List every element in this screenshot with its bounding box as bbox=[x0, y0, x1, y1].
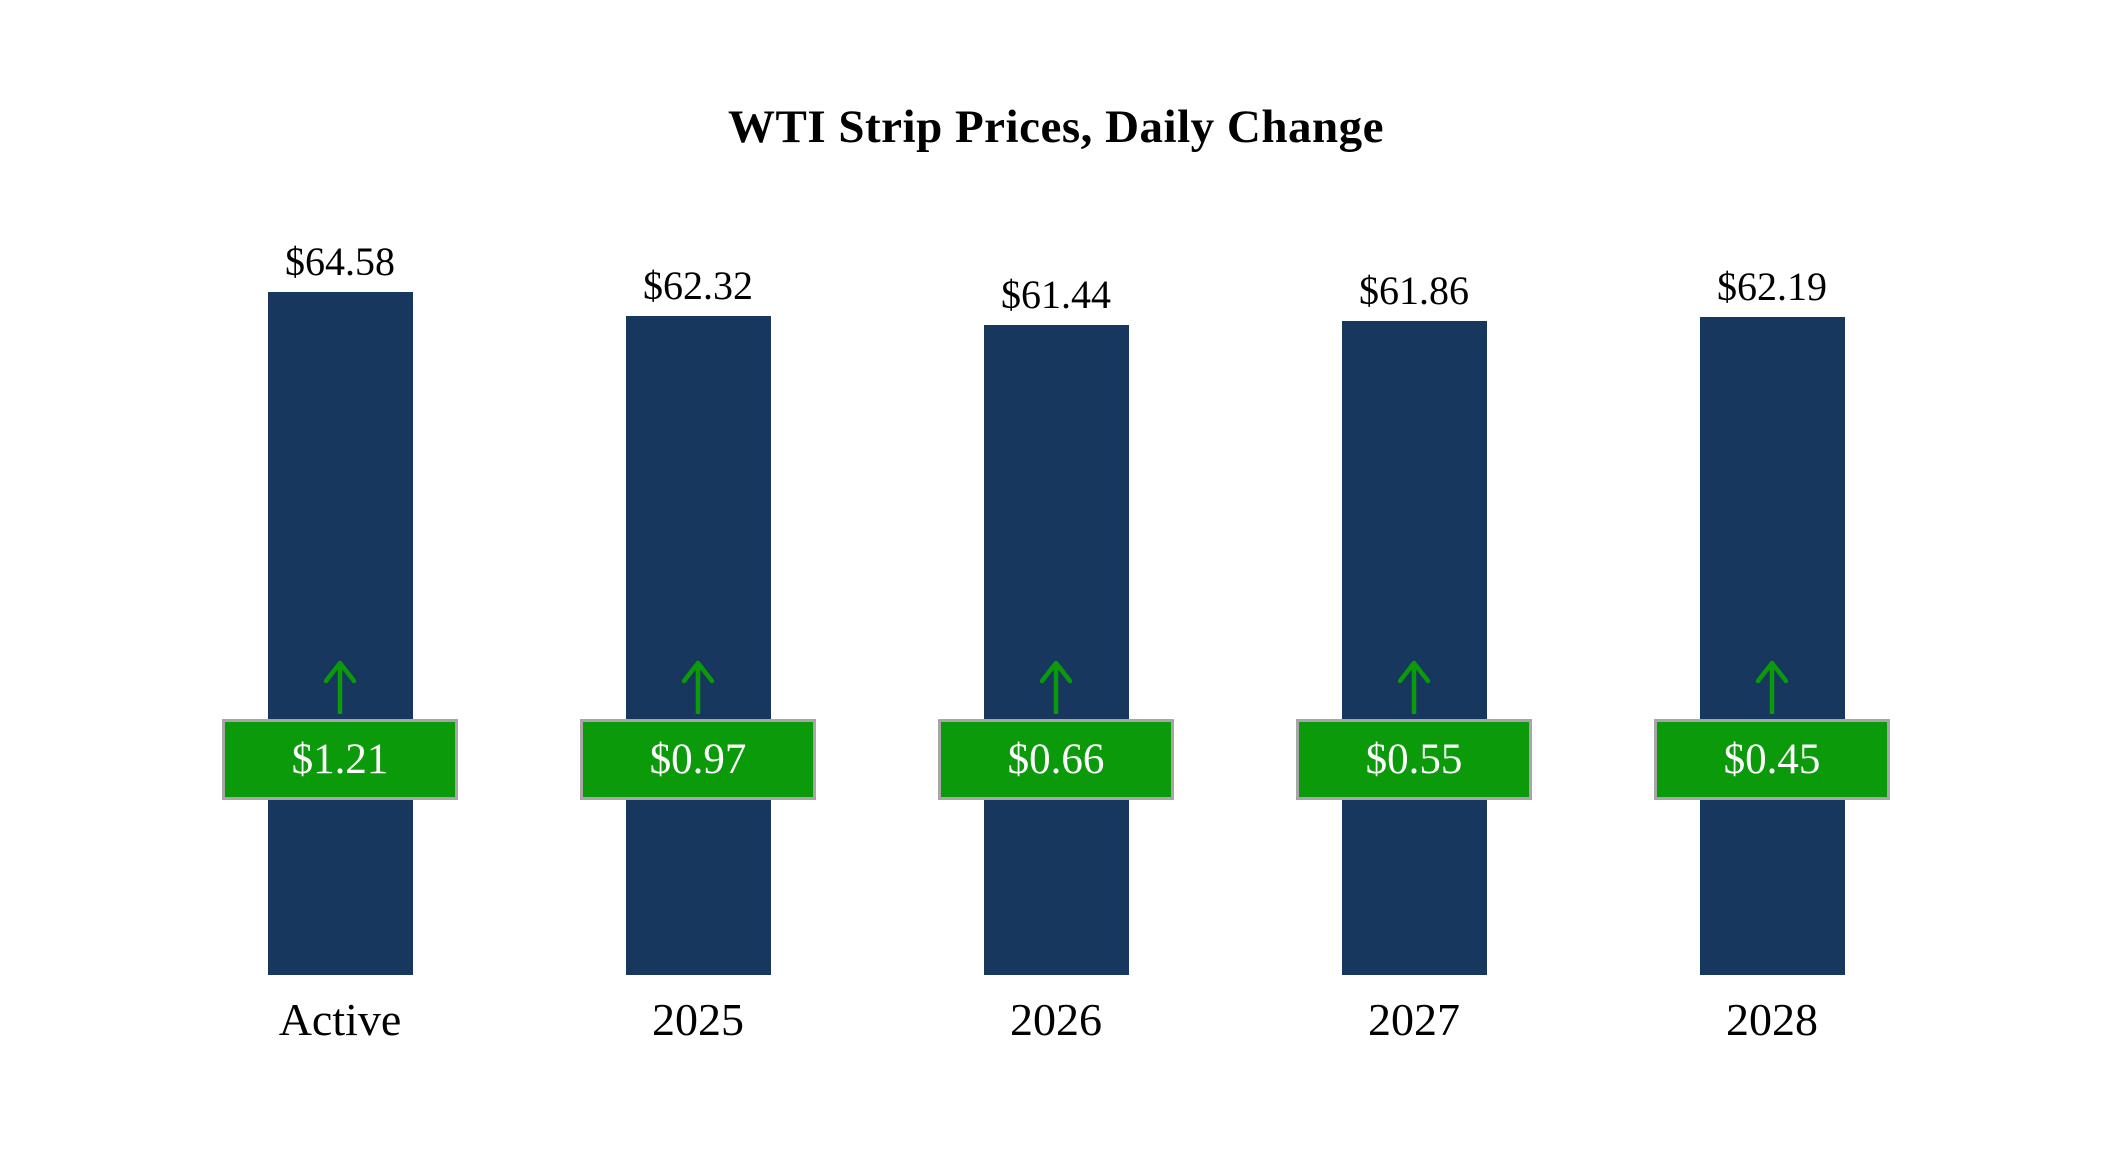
bar-group: $61.86 $0.55 2027 bbox=[1254, 270, 1574, 1045]
up-arrow-icon bbox=[1397, 660, 1431, 714]
up-arrow-icon bbox=[681, 660, 715, 714]
up-arrow-icon bbox=[323, 660, 357, 714]
bar-group: $64.58 $1.21 Active bbox=[180, 241, 500, 1045]
daily-change-badge: $1.21 bbox=[222, 719, 458, 800]
price-bar: $0.55 bbox=[1296, 321, 1532, 975]
category-label: 2028 bbox=[1726, 994, 1818, 1045]
price-bar: $1.21 bbox=[222, 292, 458, 975]
daily-change-badge: $0.45 bbox=[1654, 719, 1890, 800]
price-bar: $0.66 bbox=[938, 325, 1174, 975]
price-label: $61.86 bbox=[1359, 268, 1469, 313]
price-bar: $0.45 bbox=[1654, 317, 1890, 975]
category-label: 2026 bbox=[1010, 994, 1102, 1045]
price-label: $61.44 bbox=[1001, 272, 1111, 317]
price-label: $64.58 bbox=[285, 239, 395, 284]
price-label: $62.32 bbox=[643, 263, 753, 308]
up-arrow-icon bbox=[1755, 660, 1789, 714]
chart-area: $64.58 $1.21 Active $62.32 $0.97 2025 $61.44 $0… bbox=[0, 241, 2112, 1045]
up-arrow-icon bbox=[1039, 660, 1073, 714]
page: WTI Strip Prices, Daily Change $64.58 $1.… bbox=[0, 100, 2112, 1152]
daily-change-badge: $0.66 bbox=[938, 719, 1174, 800]
chart-title: WTI Strip Prices, Daily Change bbox=[727, 101, 1385, 153]
price-bar: $0.97 bbox=[580, 316, 816, 975]
category-label: 2025 bbox=[652, 994, 744, 1045]
daily-change-badge: $0.97 bbox=[580, 719, 816, 800]
bar-group: $61.44 $0.66 2026 bbox=[896, 274, 1216, 1045]
category-label: Active bbox=[278, 994, 402, 1045]
category-label: 2027 bbox=[1368, 994, 1460, 1045]
daily-change-badge: $0.55 bbox=[1296, 719, 1532, 800]
price-label: $62.19 bbox=[1717, 264, 1827, 309]
bar-group: $62.19 $0.45 2028 bbox=[1612, 266, 1932, 1045]
bar-group: $62.32 $0.97 2025 bbox=[538, 265, 858, 1045]
